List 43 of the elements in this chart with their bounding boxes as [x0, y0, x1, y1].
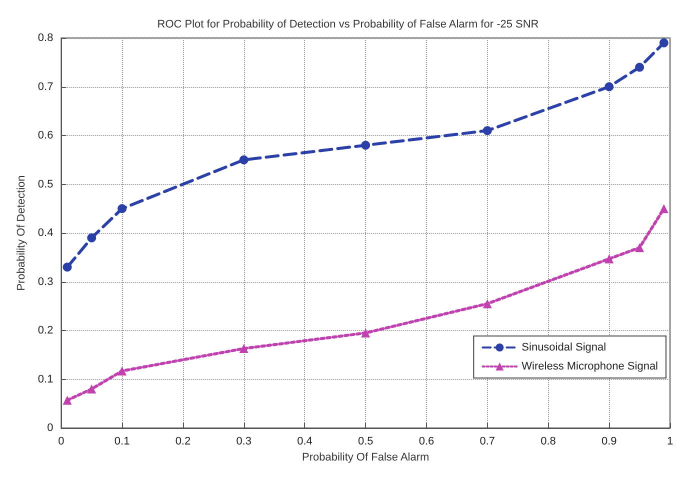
legend-label: Sinusoidal Signal: [522, 342, 606, 354]
y-tick-label: 0.8: [38, 32, 54, 44]
point: [62, 396, 72, 405]
point: [659, 204, 668, 214]
y-tick-label: 0.6: [38, 130, 54, 142]
y-tick-label: 0.3: [38, 276, 54, 288]
y-tick-label: 0.1: [38, 373, 54, 386]
point: [482, 126, 492, 136]
point: [118, 204, 127, 214]
point: [604, 82, 614, 92]
x-tick-label: 0.6: [418, 436, 434, 448]
x-tick-label: 0.9: [601, 436, 617, 448]
y-tick-label: 0: [47, 422, 54, 434]
y-axis-title: Probability Of Detection: [16, 175, 28, 291]
point: [239, 344, 248, 354]
x-tick-label: 0.4: [297, 436, 312, 448]
point: [482, 299, 492, 308]
legend-label: Wireless Microphone Signal: [522, 360, 658, 372]
x-tick-label: 0.8: [540, 436, 556, 448]
x-tick-label: 0.2: [175, 436, 191, 448]
x-axis-title: Probability Of False Alarm: [302, 451, 430, 464]
x-tick-label: 0.7: [480, 436, 496, 448]
point: [659, 38, 668, 48]
point: [635, 62, 644, 72]
y-tick-label: 0.2: [38, 324, 54, 336]
point: [87, 384, 96, 394]
x-tick-label: 0.3: [236, 436, 252, 448]
point: [87, 233, 96, 242]
point: [604, 254, 614, 264]
point: [361, 140, 370, 150]
point: [239, 155, 248, 164]
x-tick-label: 0.5: [358, 436, 374, 448]
x-tick-label: 0.1: [114, 436, 130, 448]
y-tick-label: 0.7: [38, 80, 54, 93]
point: [62, 262, 72, 272]
chart-title: ROC Plot for Probability of Detection vs Probability of False Alarm for -25 SNR: [157, 18, 539, 30]
point: [118, 366, 127, 376]
x-tick-label: 1: [666, 436, 674, 448]
y-tick-label: 0.4: [38, 227, 54, 239]
y-tick-label: 0.5: [38, 178, 54, 190]
point: [635, 243, 644, 252]
x-tick-label: 0: [58, 436, 64, 448]
point: [361, 328, 370, 338]
